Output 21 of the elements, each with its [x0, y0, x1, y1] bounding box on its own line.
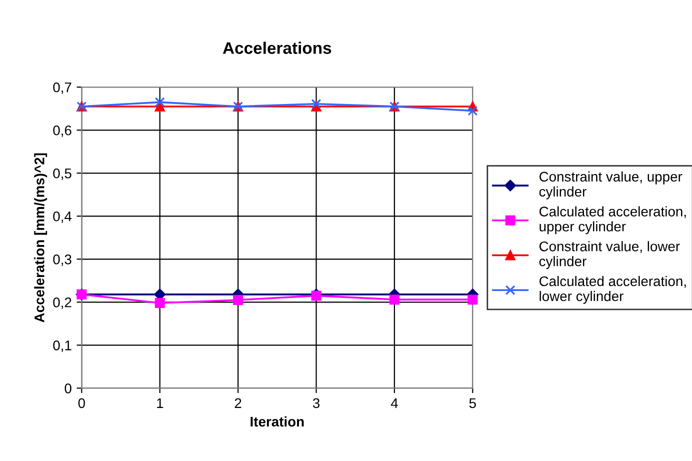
legend-label: Constraint value, lower cylinder — [539, 241, 680, 270]
y-tick-label: 0,4 — [53, 211, 72, 223]
x-tick-label: 1 — [157, 398, 164, 408]
x-tick-label: 3 — [312, 398, 320, 408]
x-tick-label: 5 — [469, 398, 476, 408]
y-tick-label: 0,1 — [53, 340, 72, 352]
x-tick-label: 2 — [234, 398, 242, 408]
legend-label: Calculated acceleration, upper cylinder — [539, 206, 686, 234]
y-tick-label: 0,2 — [53, 297, 72, 309]
legend-label: Calculated acceleration, lower cylinder — [539, 276, 686, 304]
y-tick-label: 0,7 — [53, 82, 72, 94]
y-tick-label: 0,3 — [53, 254, 72, 266]
x-tick-label: 0 — [78, 398, 85, 408]
y-tick-label: 0,5 — [53, 168, 72, 180]
y-axis-title: Acceleration [mm/(ms)^2] — [34, 153, 48, 322]
y-tick-label: 0 — [64, 383, 72, 394]
x-axis-title: Iteration — [250, 416, 304, 427]
legend-label: Constraint value, upper cylinder — [539, 171, 682, 200]
y-tick-label: 0,6 — [53, 125, 72, 137]
x-tick-label: 4 — [390, 398, 398, 408]
chart-title: Accelerations — [222, 42, 332, 54]
